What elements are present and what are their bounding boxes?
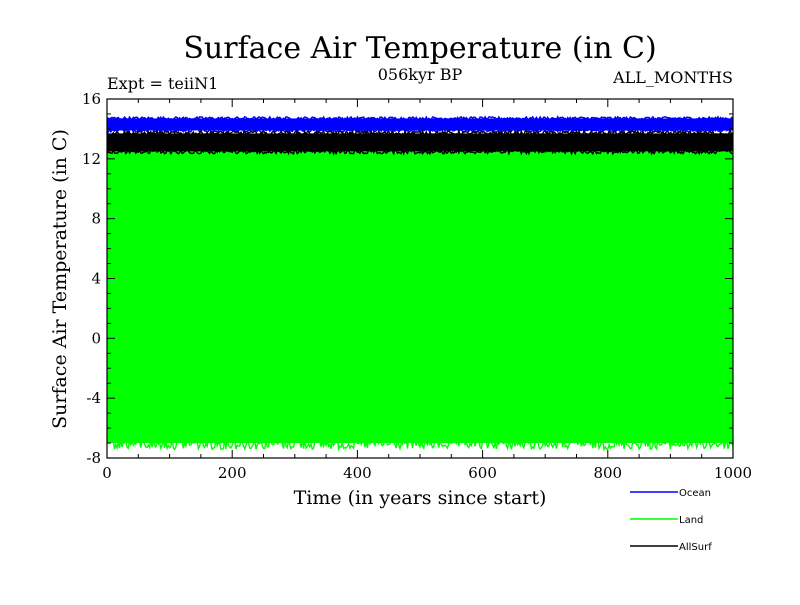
x-tick-label: 800 [593,464,622,482]
x-tick-label: 400 [343,464,372,482]
legend-label: Ocean [679,488,711,499]
series-edge-land-low [106,435,734,452]
chart-subtitle: 056kyr BP [378,65,463,84]
series-edge-ocean-high [107,115,734,122]
chart-title: Surface Air Temperature (in C) [183,31,656,66]
x-tick-label: 600 [468,464,497,482]
series-allsurf [106,128,734,156]
y-tick-label: 0 [91,329,101,347]
series-layer [106,115,734,452]
x-tick-label: 0 [102,464,112,482]
months-label: ALL_MONTHS [612,68,733,87]
y-axis-label: Surface Air Temperature (in C) [49,129,71,429]
legend-label: Land [679,515,703,526]
legend-item-ocean: Ocean [630,488,711,499]
y-tick-label: -8 [86,449,101,467]
series-edge-allsurf-low [106,147,734,156]
x-tick-label: 1000 [714,464,752,482]
series-band-allsurf [107,133,733,152]
series-land [106,142,734,452]
tick-layer: 0 200 400 600 800 1000 -8 -4 0 4 8 12 16 [82,90,752,482]
x-axis-label: Time (in years since start) [294,487,547,509]
y-tick-label: 16 [82,90,101,108]
y-tick-label: -4 [86,389,101,407]
y-tick-label: 4 [91,270,101,288]
x-tick-label: 200 [218,464,247,482]
legend: Ocean Land AllSurf [630,488,712,553]
legend-item-land: Land [630,515,703,526]
y-tick-label: 8 [91,210,101,228]
legend-label: AllSurf [679,542,712,553]
series-band-ocean [107,118,733,131]
legend-item-allsurf: AllSurf [630,542,712,553]
series-edge-allsurf-high [106,128,734,138]
y-tick-label: 12 [82,150,101,168]
expt-label: Expt = teiiN1 [107,74,218,93]
series-band-land [107,151,733,444]
